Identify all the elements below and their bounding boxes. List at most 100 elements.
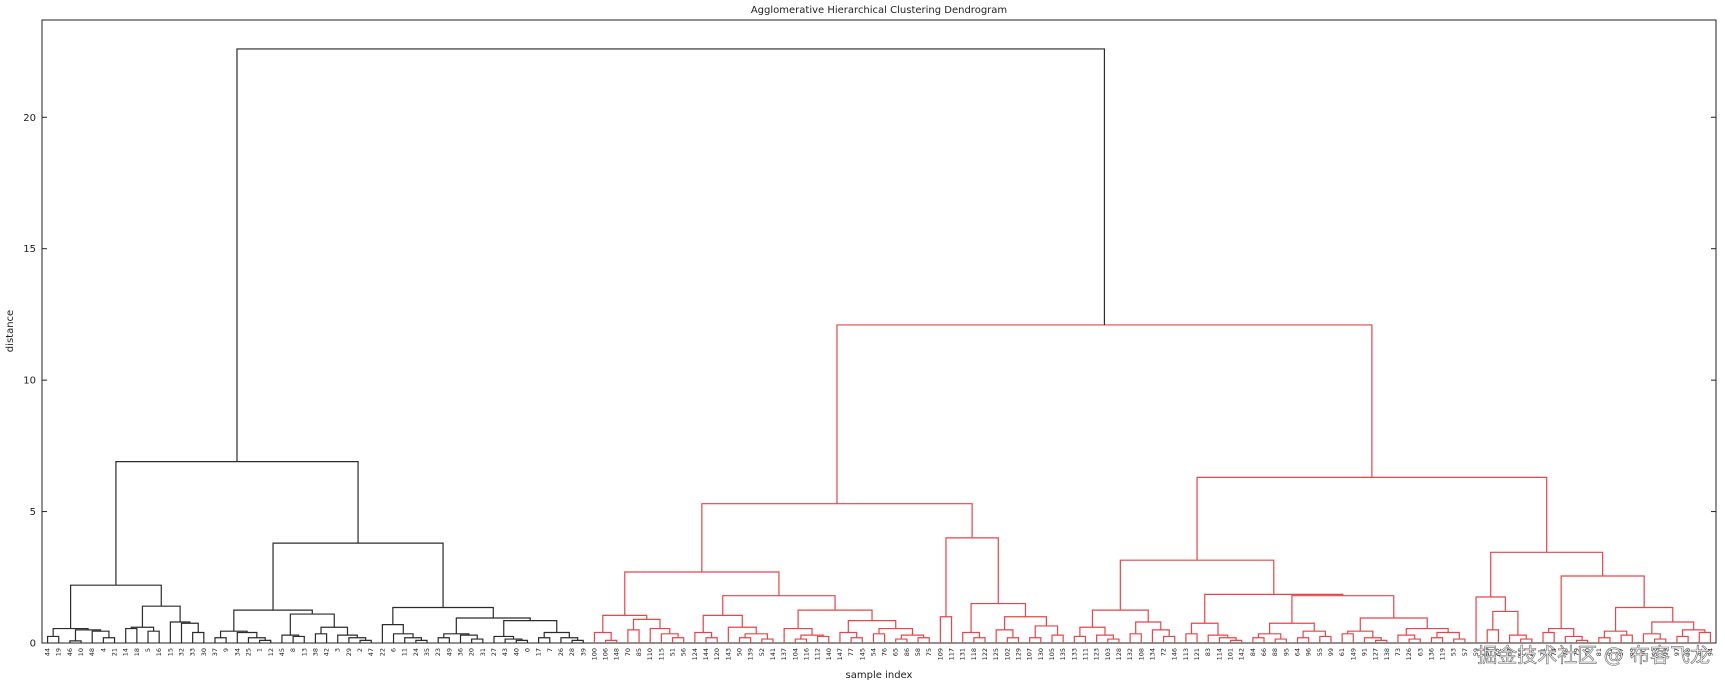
- link: [1642, 633, 1661, 643]
- link: [1408, 638, 1421, 643]
- link: [141, 605, 181, 628]
- leaf-label: 42: [323, 648, 331, 656]
- leaf-label: 77: [847, 648, 855, 656]
- leaf-label: 90: [1639, 648, 1647, 656]
- link: [1096, 634, 1114, 643]
- link: [281, 634, 300, 643]
- leaf-label: 12: [267, 648, 275, 656]
- link: [437, 637, 450, 643]
- link: [624, 571, 780, 616]
- leaf-label: 91: [1360, 648, 1368, 656]
- link: [1397, 634, 1416, 643]
- leaf-label: 99: [1327, 648, 1335, 656]
- link: [1614, 606, 1674, 632]
- leaf-label: 2: [356, 648, 364, 652]
- link: [602, 614, 648, 633]
- leaf-label: 11: [401, 648, 409, 656]
- leaf-label: 57: [1461, 648, 1469, 656]
- leaf-label: 126: [1405, 648, 1413, 660]
- leaf-label: 3: [334, 648, 342, 652]
- leaf-label: 41: [1695, 648, 1703, 656]
- link: [1218, 637, 1237, 643]
- leaf-label: 115: [657, 648, 665, 660]
- link: [627, 629, 640, 643]
- leaf-label: 27: [490, 648, 498, 656]
- leaf-label: 44: [44, 648, 52, 656]
- leaf-label: 103: [1104, 648, 1112, 660]
- leaf-label: 116: [802, 648, 810, 660]
- link: [192, 631, 205, 643]
- leaf-label: 136: [1427, 648, 1435, 660]
- leaf-label: 74: [1550, 648, 1558, 656]
- link: [348, 637, 367, 643]
- link: [1274, 638, 1287, 643]
- link: [180, 622, 199, 643]
- leaf-label: 53: [1450, 648, 1458, 656]
- leaf-label: 109: [936, 648, 944, 660]
- link: [1091, 609, 1149, 628]
- leaf-label: 131: [959, 648, 967, 660]
- link: [744, 633, 768, 640]
- link: [503, 620, 558, 637]
- link: [292, 635, 305, 643]
- link: [1405, 627, 1449, 636]
- leaf-label: 112: [814, 648, 822, 660]
- leaf-label: 147: [836, 648, 844, 660]
- link: [794, 638, 808, 643]
- leaf-label: 23: [434, 648, 442, 656]
- leaf-label: 6: [390, 648, 398, 652]
- link: [1490, 551, 1604, 597]
- leaf-label: 50: [736, 648, 744, 656]
- link: [74, 629, 102, 641]
- leaf-label: 92: [1651, 648, 1659, 656]
- link: [1520, 638, 1533, 643]
- leaf-label: 24: [412, 648, 420, 656]
- link: [800, 634, 824, 640]
- leaf-label: 144: [702, 648, 710, 660]
- link: [761, 638, 774, 643]
- leaf-label: 37: [211, 648, 219, 656]
- link: [847, 620, 897, 633]
- leaf-label: 15: [166, 648, 174, 656]
- leaf-label: 66: [1260, 648, 1268, 656]
- link: [660, 633, 679, 643]
- leaf-label: 133: [1070, 648, 1078, 660]
- leaf-label: 114: [1215, 648, 1223, 660]
- leaf-label: 16: [155, 648, 163, 656]
- leaf-label: 118: [970, 648, 978, 660]
- leaf-label: 58: [914, 648, 922, 656]
- leaf-label: 72: [1160, 648, 1168, 656]
- leaf-label: 70: [624, 648, 632, 656]
- leaf-label: 61: [1338, 648, 1346, 656]
- leaf-label: 36: [457, 648, 465, 656]
- leaf-label: 39: [579, 648, 587, 656]
- leaf-label: 47: [367, 648, 375, 656]
- leaf-label: 54: [869, 648, 877, 656]
- leaf-label: 14: [122, 648, 130, 656]
- link: [1508, 634, 1527, 643]
- link: [727, 626, 757, 643]
- link: [1051, 634, 1064, 643]
- link: [917, 637, 930, 643]
- leaf-label: 85: [635, 648, 643, 656]
- leaf-label: 98: [1684, 648, 1692, 656]
- leaf-label: 110: [646, 648, 654, 660]
- leaf-label: 45: [278, 648, 286, 656]
- link: [1363, 637, 1382, 643]
- link: [995, 629, 1014, 643]
- link: [895, 638, 908, 643]
- leaf-label: 75: [925, 648, 933, 656]
- leaf-label: 43: [501, 648, 509, 656]
- leaf-label: 97: [1673, 648, 1681, 656]
- link: [1291, 595, 1395, 624]
- link: [1073, 635, 1087, 643]
- leaf-label: 62: [1494, 648, 1502, 656]
- link: [797, 609, 873, 629]
- leaf-label: 20: [468, 648, 476, 656]
- leaf-label: 93: [1662, 648, 1670, 656]
- link: [493, 635, 515, 643]
- link: [1151, 629, 1170, 643]
- link: [214, 637, 227, 643]
- leaf-label: 52: [758, 648, 766, 656]
- watermark: 掘金技术社区 @ 布客飞龙: [1477, 643, 1710, 667]
